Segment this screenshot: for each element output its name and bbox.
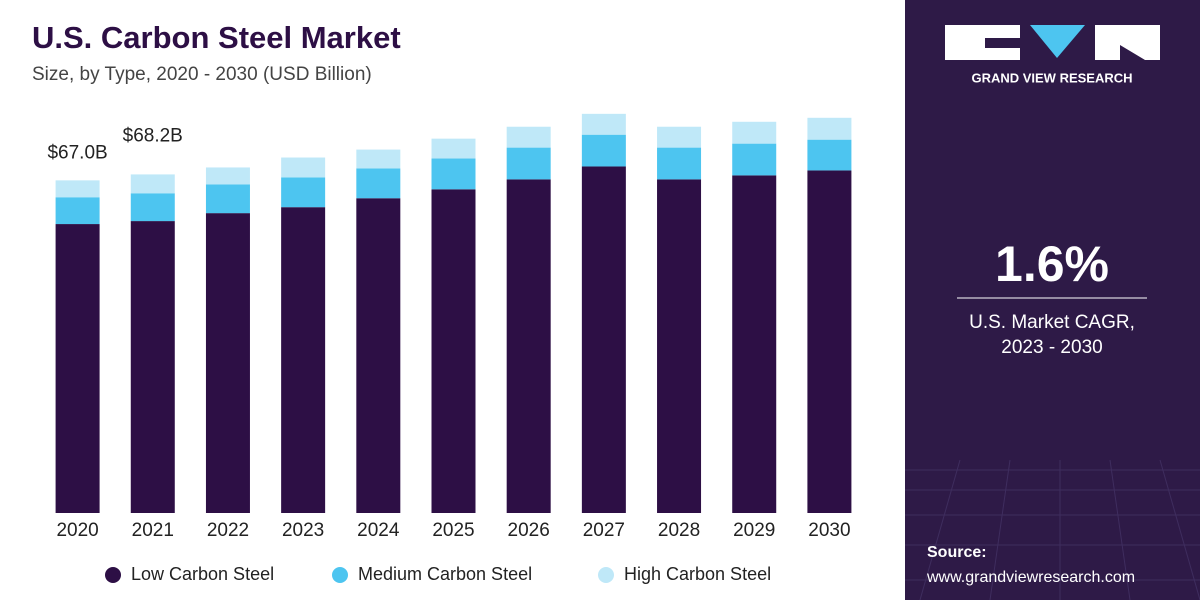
- x-tick-label: 2021: [132, 520, 174, 541]
- x-tick-label: 2024: [357, 520, 400, 541]
- bar-segment: [732, 121, 777, 144]
- bar-segment: [130, 221, 175, 513]
- x-tick-label: 2020: [56, 520, 98, 541]
- bar-segment: [581, 113, 626, 135]
- x-tick-label: 2026: [508, 520, 550, 541]
- x-tick-label: 2028: [658, 520, 700, 541]
- side-panel: [905, 0, 1200, 600]
- brand: GRAND VIEW RESEARCH: [971, 70, 1132, 85]
- bar-segment: [732, 175, 777, 513]
- x-tick-label: 2025: [432, 520, 474, 541]
- legend-label: High Carbon Steel: [624, 564, 771, 584]
- bar-segment: [807, 117, 852, 140]
- cagr-caption: 2023 - 2030: [1001, 337, 1102, 358]
- bar-segment: [431, 138, 476, 159]
- legend-swatch: [332, 567, 348, 583]
- bar-segment: [356, 168, 401, 199]
- x-tick-label: 2023: [282, 520, 324, 541]
- bar-segment: [732, 143, 777, 176]
- bar-segment: [130, 174, 175, 194]
- x-tick-label: 2030: [808, 520, 850, 541]
- source-label: Source:: [927, 544, 987, 561]
- legend-swatch: [105, 567, 121, 583]
- bar-segment: [205, 167, 250, 185]
- bar-segment: [55, 224, 100, 513]
- bar-segment: [205, 213, 250, 513]
- total-label: $67.0B: [47, 142, 107, 163]
- bar-segment: [431, 158, 476, 190]
- bar-segment: [55, 197, 100, 225]
- bar-segment: [281, 177, 326, 208]
- legend-label: Medium Carbon Steel: [358, 564, 532, 584]
- x-tick-label: 2029: [733, 520, 775, 541]
- chart-subtitle: Size, by Type, 2020 - 2030 (USD Billion): [32, 64, 372, 85]
- bar-segment: [657, 179, 702, 513]
- bar-segment: [506, 126, 551, 148]
- legend-label: Low Carbon Steel: [131, 564, 274, 584]
- cagr-caption: U.S. Market CAGR,: [969, 312, 1135, 333]
- x-tick-label: 2022: [207, 520, 249, 541]
- bar-segment: [657, 126, 702, 148]
- bar-segment: [431, 189, 476, 513]
- bar-segment: [506, 179, 551, 513]
- cagr-value: 1.6%: [995, 236, 1109, 292]
- bar-segment: [130, 193, 175, 222]
- x-tick-label: 2027: [583, 520, 625, 541]
- bar-segment: [807, 170, 852, 513]
- bar-segment: [281, 207, 326, 513]
- total-label: $68.2B: [123, 125, 183, 146]
- bar-segment: [581, 166, 626, 513]
- chart-title: U.S. Carbon Steel Market: [32, 20, 401, 55]
- bar-segment: [581, 134, 626, 167]
- panel-grid: [905, 459, 1200, 600]
- source-url: www.grandviewresearch.com: [926, 569, 1135, 586]
- bar-segment: [506, 147, 551, 180]
- bar-segment: [807, 139, 852, 171]
- bar-segment: [657, 147, 702, 180]
- bar-segment: [281, 157, 326, 178]
- bar-segment: [205, 184, 250, 214]
- legend-swatch: [598, 567, 614, 583]
- bar-segment: [356, 198, 401, 513]
- logo: [945, 25, 1160, 60]
- bar-segment: [356, 149, 401, 169]
- bar-segment: [55, 180, 100, 198]
